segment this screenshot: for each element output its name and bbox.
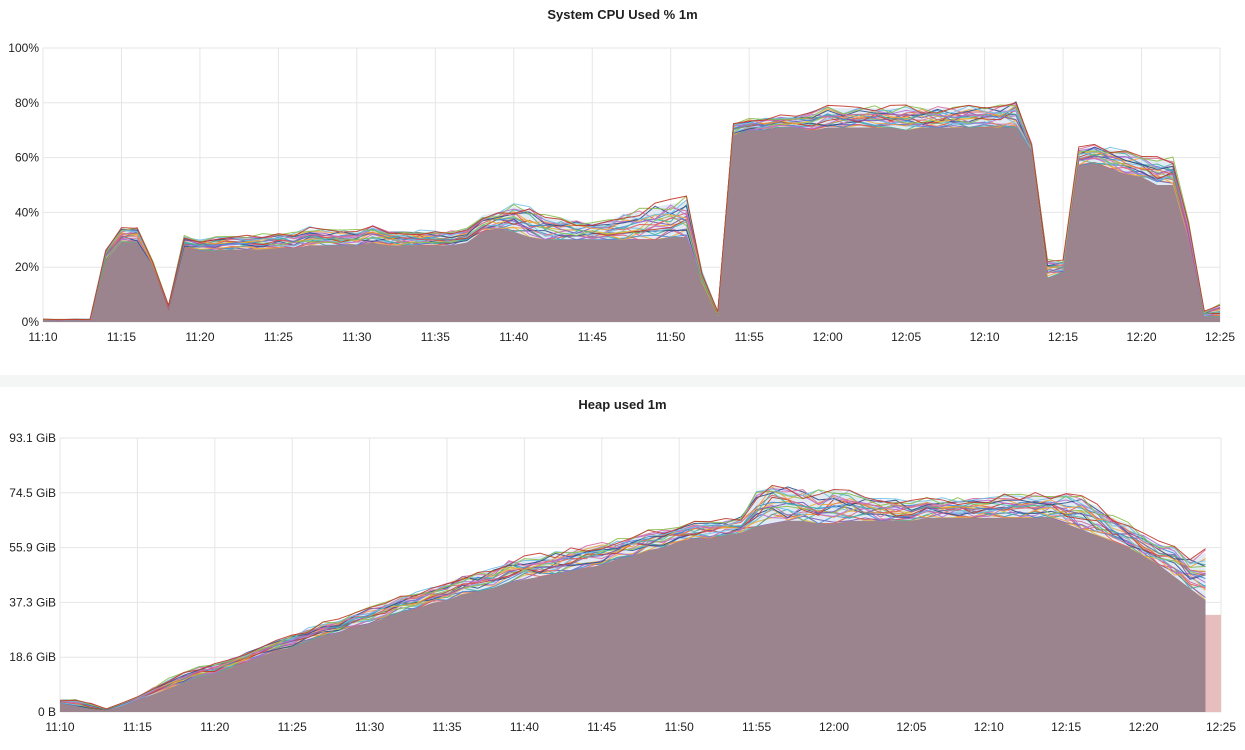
- heap-panel-title: Heap used 1m: [578, 397, 667, 412]
- y-tick-label: 40%: [15, 205, 39, 219]
- x-tick-label: 12:10: [974, 720, 1004, 734]
- x-tick-label: 12:20: [1127, 330, 1157, 344]
- y-tick-label: 37.3 GiB: [9, 595, 56, 609]
- x-tick-label: 12:25: [1205, 330, 1235, 344]
- x-tick-label: 11:25: [264, 330, 293, 344]
- x-tick-label: 11:45: [587, 720, 616, 734]
- y-tick-label: 0 B: [38, 705, 56, 719]
- x-tick-label: 11:50: [656, 330, 685, 344]
- x-tick-label: 12:05: [896, 720, 926, 734]
- y-tick-label: 93.1 GiB: [9, 431, 56, 445]
- cpu-panel: System CPU Used % 1m 0% 20% 40% 60% 80% 100% 1…: [8, 7, 1236, 344]
- cpu-chart: 0% 20% 40% 60% 80% 100% 11:10 11:15 11:20 11:25 11…: [8, 41, 1235, 344]
- x-tick-label: 11:35: [432, 720, 461, 734]
- series-area: [43, 127, 1220, 323]
- x-tick-label: 11:40: [499, 330, 528, 344]
- x-tick-label: 11:10: [28, 330, 57, 344]
- series-line: [59, 494, 1206, 711]
- x-tick-label: 11:20: [185, 330, 214, 344]
- x-tick-label: 12:05: [891, 330, 921, 344]
- x-tick-label: 11:30: [342, 330, 371, 344]
- x-tick-label: 11:10: [45, 720, 74, 734]
- series-line: [59, 505, 1206, 711]
- y-tick-label: 20%: [15, 260, 39, 274]
- y-tick-label: 74.5 GiB: [9, 486, 56, 500]
- series-line: [42, 114, 1221, 321]
- x-tick-label: 12:15: [1048, 330, 1078, 344]
- x-tick-label: 12:25: [1206, 720, 1236, 734]
- series-line: [59, 484, 1206, 710]
- y-tick-label: 80%: [15, 96, 39, 110]
- x-tick-label: 11:25: [278, 720, 307, 734]
- x-tick-label: 12:20: [1129, 720, 1159, 734]
- last-bucket-area: [1205, 614, 1221, 712]
- series-line: [59, 488, 1206, 710]
- panel-divider: [0, 375, 1245, 387]
- x-tick-label: 11:35: [421, 330, 450, 344]
- x-tick-label: 12:15: [1051, 720, 1081, 734]
- x-tick-label: 11:55: [735, 330, 764, 344]
- heap-chart: 0 B 18.6 GiB 37.3 GiB 55.9 GiB 74.5 GiB 93.1 …: [9, 431, 1236, 734]
- x-tick-label: 11:30: [355, 720, 384, 734]
- y-tick-label: 55.9 GiB: [9, 541, 56, 555]
- x-tick-label: 12:10: [970, 330, 1000, 344]
- series-line: [42, 104, 1221, 321]
- series-area: [60, 517, 1206, 712]
- series-line: [42, 107, 1221, 321]
- y-tick-label: 60%: [15, 151, 39, 165]
- x-tick-label: 11:20: [200, 720, 229, 734]
- y-tick-label: 100%: [8, 41, 39, 55]
- heap-panel: Heap used 1m 0 B 18.6 GiB 37.3 GiB 55.9 GiB…: [0, 387, 1245, 750]
- x-tick-label: 11:55: [742, 720, 771, 734]
- series-line: [59, 486, 1206, 711]
- x-tick-label: 11:50: [665, 720, 694, 734]
- y-tick-label: 0%: [22, 315, 40, 329]
- x-tick-label: 11:45: [578, 330, 607, 344]
- x-tick-label: 11:40: [510, 720, 539, 734]
- x-tick-label: 11:15: [123, 720, 152, 734]
- x-tick-label: 12:00: [819, 720, 849, 734]
- x-tick-label: 11:15: [107, 330, 136, 344]
- cpu-panel-title: System CPU Used % 1m: [547, 7, 698, 22]
- x-tick-label: 12:00: [813, 330, 843, 344]
- series-line: [42, 102, 1221, 321]
- y-tick-label: 18.6 GiB: [9, 650, 56, 664]
